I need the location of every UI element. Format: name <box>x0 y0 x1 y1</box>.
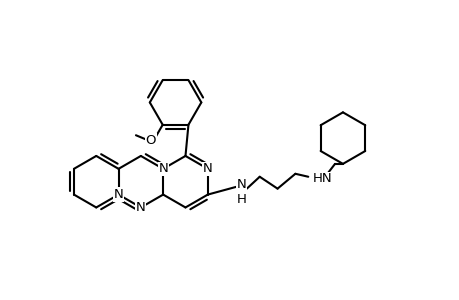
Text: N: N <box>158 162 168 175</box>
Text: N: N <box>202 162 212 175</box>
Text: N: N <box>113 188 123 201</box>
Text: HN: HN <box>313 172 332 185</box>
Text: O: O <box>145 134 156 147</box>
Text: N
H: N H <box>236 178 246 206</box>
Text: N: N <box>136 201 146 214</box>
